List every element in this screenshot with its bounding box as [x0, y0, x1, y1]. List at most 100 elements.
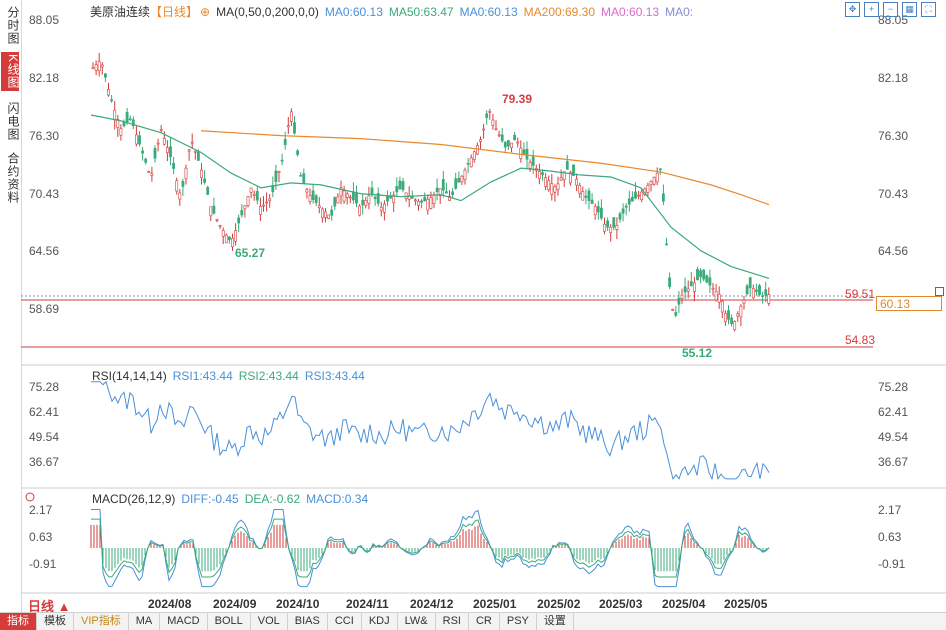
candle-body	[686, 288, 690, 292]
candle-body	[736, 313, 740, 317]
candle-body	[680, 294, 684, 299]
rsi-value: RSI2:43.44	[238, 369, 299, 383]
candle-body	[91, 67, 95, 70]
candle-body	[751, 288, 755, 299]
candle-body	[671, 308, 675, 311]
macd-tick: 2.17	[29, 503, 53, 517]
period-button[interactable]: 日线 ▲	[28, 599, 71, 614]
indicator-tab[interactable]: MACD	[160, 613, 208, 630]
candle-body	[336, 196, 340, 204]
ma-value: MA50:63.47	[388, 5, 454, 19]
candle-body	[745, 285, 749, 295]
macd-value: DIFF:-0.45	[181, 492, 239, 506]
rsi-tick: 62.41	[878, 405, 908, 419]
grid-icon[interactable]: ▦	[902, 2, 917, 17]
indicator-tab[interactable]: CCI	[328, 613, 362, 630]
candle-body	[559, 177, 563, 181]
move-icon[interactable]: ✥	[845, 2, 860, 17]
ma-items: MA0:60.13 MA50:63.47 MA0:60.13 MA200:69.30 M…	[325, 5, 699, 19]
time-tick: 2024/08	[148, 597, 192, 611]
indicator-tab[interactable]: VIP指标	[74, 613, 129, 630]
candle-body	[200, 169, 203, 178]
zoom-in-icon[interactable]: +	[864, 2, 879, 17]
price-tick: 82.18	[878, 71, 908, 85]
candle-body	[231, 237, 234, 248]
candle-body	[131, 119, 135, 127]
indicator-tab[interactable]: BIAS	[288, 613, 328, 630]
candle-body	[435, 187, 439, 192]
candle-body	[116, 119, 120, 128]
indicator-tab[interactable]: CR	[469, 613, 500, 630]
tab-kline[interactable]: K线图	[1, 52, 20, 92]
macd-title: MACD(26,12,9)	[92, 492, 176, 506]
chart-area[interactable]: 88.05 82.18 76.30 70.43 64.56 58.69 88.0…	[21, 0, 946, 594]
candle-body	[596, 206, 600, 213]
candle-body	[147, 171, 151, 173]
candle-body	[454, 178, 458, 189]
candle-body	[215, 219, 219, 221]
candle-body	[324, 211, 327, 218]
candle-body	[562, 171, 566, 180]
ma-value: MA0:	[665, 5, 694, 19]
rsi-value: RSI3:43.44	[304, 369, 365, 383]
tab-flash[interactable]: 闪电图	[6, 102, 20, 141]
candle-body	[500, 134, 504, 142]
candle-body	[423, 196, 427, 202]
candle-body	[593, 206, 597, 216]
candle-body	[401, 181, 405, 191]
candle-body	[621, 208, 625, 214]
candle-body	[432, 194, 436, 204]
indicator-tab[interactable]: 模板	[37, 613, 74, 630]
candle-body	[714, 290, 718, 301]
candle-body	[503, 141, 507, 148]
tab-contract-info[interactable]: 合约资料	[6, 152, 20, 204]
candle-body	[135, 134, 138, 145]
candle-body	[187, 149, 191, 152]
indicator-tab[interactable]: MA	[129, 613, 161, 630]
time-tick: 2025/03	[599, 597, 643, 611]
candle-body	[655, 172, 659, 183]
candle-body	[119, 128, 123, 136]
indicator-tab[interactable]: LW&	[398, 613, 436, 630]
candle-body	[395, 186, 399, 193]
indicator-tab[interactable]: KDJ	[362, 613, 398, 630]
symbol-name: 美原油连续	[90, 5, 151, 19]
candle-body	[426, 198, 430, 211]
gear-icon[interactable]: ⊕	[200, 5, 211, 19]
indicator-tab[interactable]: RSI	[436, 613, 469, 630]
candle-body	[444, 191, 448, 194]
candle-body	[764, 289, 768, 296]
candle-body	[510, 142, 513, 149]
candle-body	[252, 193, 256, 196]
zoom-out-icon[interactable]: −	[883, 2, 898, 17]
candle-body	[302, 173, 306, 184]
indicator-tab[interactable]: VOL	[251, 613, 288, 630]
price-tick: 76.30	[29, 129, 59, 143]
candle-body	[733, 321, 737, 330]
candle-body	[212, 205, 216, 214]
price-tick: 70.43	[878, 187, 908, 201]
indicator-tab[interactable]: 指标	[0, 613, 37, 630]
macd-axis: 2.17 0.63 -0.91 2.17 0.63 -0.91	[29, 503, 906, 571]
indicator-tab[interactable]: PSY	[500, 613, 537, 630]
candle-body	[296, 150, 300, 155]
indicator-tab[interactable]: BOLL	[208, 613, 251, 630]
expand-icon[interactable]	[935, 287, 944, 296]
candle-body	[289, 111, 293, 122]
candle-body	[113, 109, 117, 121]
candle-body	[472, 151, 476, 160]
candle-body	[485, 113, 489, 118]
indicator-tab[interactable]: 设置	[537, 613, 574, 630]
candle-body	[761, 295, 765, 297]
candle-body	[413, 199, 417, 202]
candle-body	[156, 142, 160, 145]
fullscreen-icon[interactable]: ⛶	[921, 2, 936, 17]
macd-settings-icon[interactable]	[25, 492, 35, 502]
price-tick: 70.43	[29, 187, 59, 201]
candle-body	[550, 183, 554, 195]
candle-body	[255, 191, 259, 201]
tab-timeshare[interactable]: 分时图	[6, 6, 20, 45]
time-tick: 2024/12	[410, 597, 454, 611]
candle-body	[568, 172, 572, 184]
candle-body	[448, 195, 451, 201]
